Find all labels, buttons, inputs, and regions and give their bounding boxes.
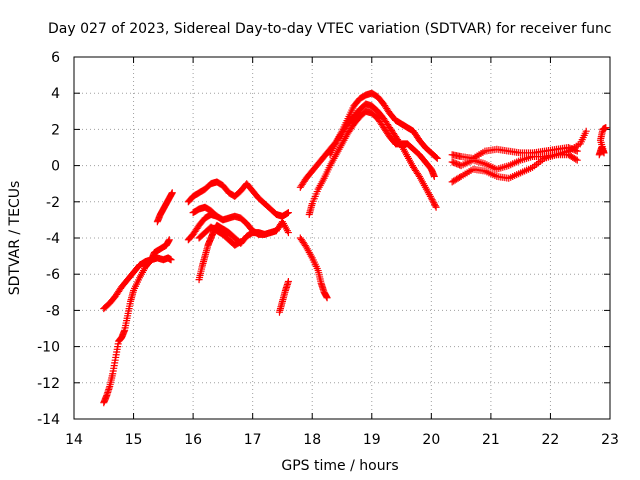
y-tick-label: 0 [51, 159, 60, 175]
y-axis-label: SDTVAR / TECUs [7, 181, 23, 296]
series-arc-11 [296, 100, 440, 211]
data-point [427, 194, 435, 202]
series-arc-17 [595, 124, 610, 159]
series-arc-9 [275, 277, 292, 316]
chart-title: Day 027 of 2023, Sidereal Day-to-day VTE… [48, 21, 612, 37]
series-arc-1 [100, 236, 173, 407]
x-tick-label: 16 [184, 432, 202, 448]
series-arc-7 [189, 203, 221, 220]
data-point [165, 236, 173, 244]
data-point [451, 159, 459, 167]
data-point [261, 230, 269, 238]
series-arc-13 [326, 89, 441, 162]
data-point [572, 155, 580, 163]
x-axis-label: GPS time / hours [281, 458, 398, 474]
data-point [432, 203, 440, 211]
data-point [602, 124, 610, 132]
data-point [429, 197, 437, 205]
data-point [237, 238, 245, 246]
series-arc-5 [184, 210, 292, 244]
data-point [283, 209, 291, 217]
y-tick-label: 2 [51, 122, 60, 138]
data-point [428, 196, 436, 204]
x-tick-label: 23 [601, 432, 619, 448]
series-arc-4 [184, 178, 292, 220]
data-point [573, 156, 581, 164]
series-arc-2 [100, 254, 175, 313]
data-point [573, 147, 581, 155]
data-point [433, 154, 441, 162]
data-point [236, 238, 244, 246]
series-arc-8 [195, 223, 245, 249]
axis-ticks: 14 15 16 17 18 19 20 21 22 23 -14 -12 -10 -8 -6 -4 -2 0 2 4… [37, 50, 619, 448]
y-tick-label: -4 [46, 231, 60, 247]
y-tick-label: -6 [46, 267, 60, 283]
y-tick-label: 6 [51, 50, 60, 66]
data-point [453, 160, 461, 168]
x-tick-label: 20 [422, 432, 440, 448]
data-point [213, 212, 221, 220]
y-tick-label: -12 [37, 376, 60, 392]
x-tick-label: 22 [542, 432, 560, 448]
data-point [168, 189, 176, 197]
x-tick-label: 18 [303, 432, 321, 448]
y-tick-label: 4 [51, 86, 60, 102]
data-point [430, 172, 438, 180]
data-point [430, 199, 438, 207]
data-point [448, 158, 456, 166]
x-tick-label: 17 [244, 432, 262, 448]
y-tick-label: -8 [46, 303, 60, 319]
data-points [100, 89, 610, 407]
x-tick-label: 15 [125, 432, 143, 448]
data-point [431, 200, 439, 208]
series-arc-12 [305, 107, 438, 218]
series-arc-3 [153, 189, 176, 226]
data-point [431, 202, 439, 210]
data-point [167, 256, 175, 264]
data-point [212, 211, 220, 219]
series-arc-16 [448, 127, 590, 173]
data-point [582, 127, 590, 135]
data-point [432, 153, 440, 161]
x-tick-label: 14 [65, 432, 83, 448]
data-point [450, 159, 458, 167]
series-arc-10 [296, 234, 331, 302]
y-tick-label: -2 [46, 195, 60, 211]
data-point [284, 209, 292, 217]
y-tick-label: -10 [37, 340, 60, 356]
data-point [284, 277, 292, 285]
x-tick-label: 19 [363, 432, 381, 448]
data-point [323, 294, 331, 302]
x-tick-label: 21 [482, 432, 500, 448]
data-point [284, 229, 292, 237]
y-tick-label: -14 [37, 412, 60, 428]
